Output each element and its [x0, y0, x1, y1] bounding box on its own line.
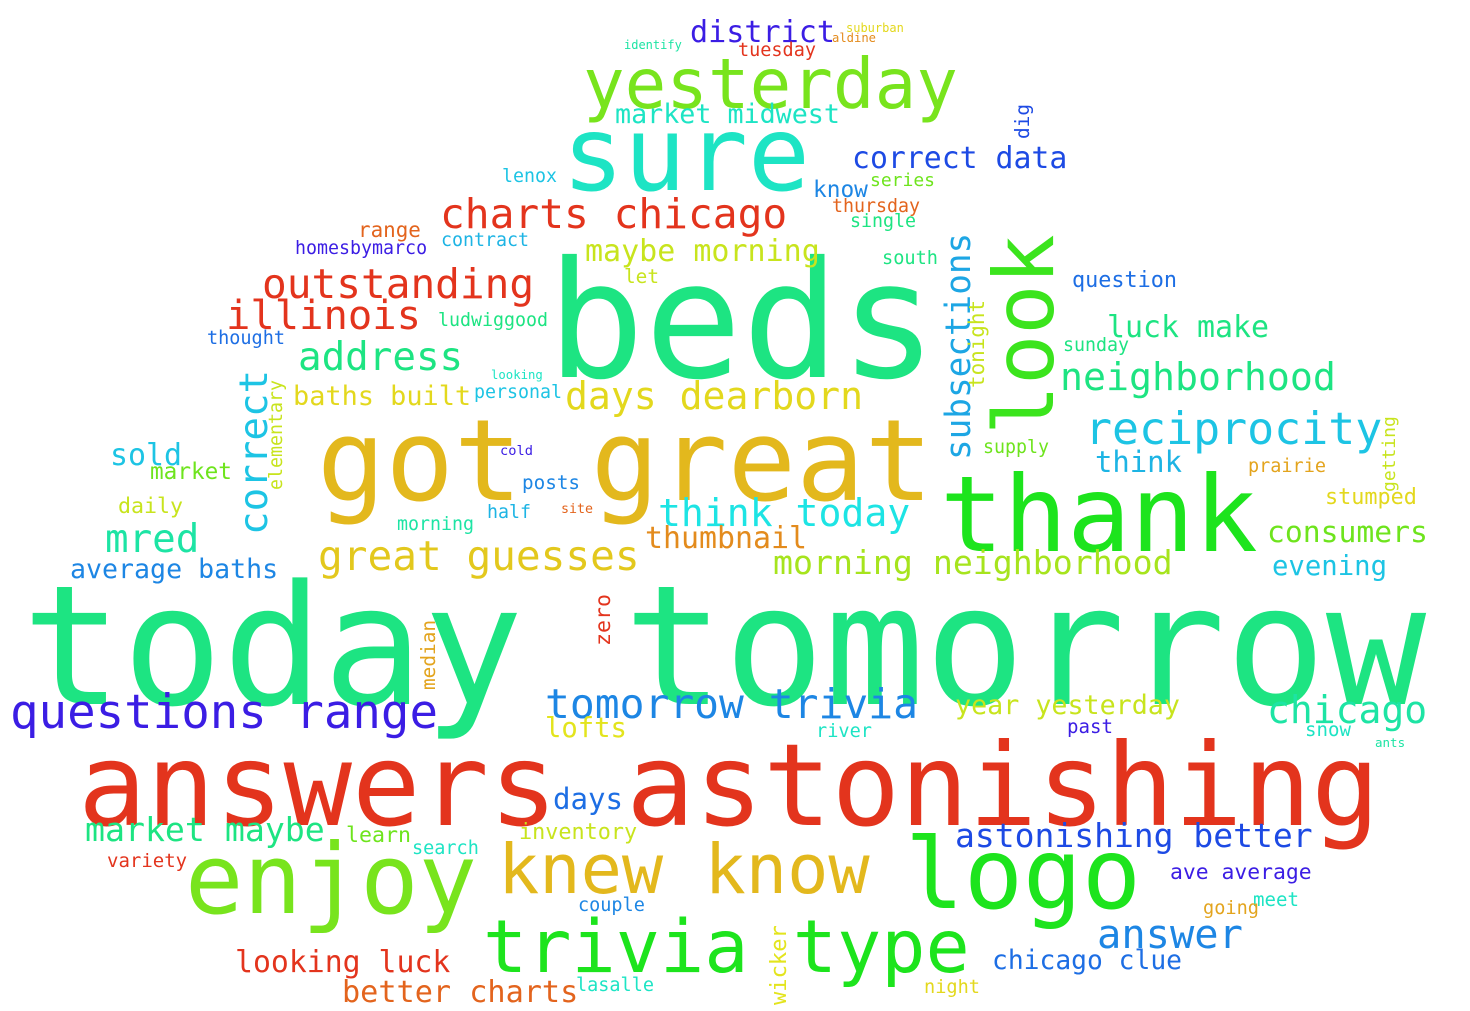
word-illinois: illinois — [226, 291, 422, 339]
word-tomorrow-trivia: tomorrow trivia — [545, 680, 918, 728]
word-past: past — [1067, 715, 1113, 738]
word-let: let — [624, 265, 660, 288]
word-morning-neighborhood: morning neighborhood — [773, 543, 1173, 582]
word-couple: couple — [578, 895, 645, 916]
word-questions-range: questions range — [10, 685, 438, 740]
word-ludwiggood: ludwiggood — [438, 310, 549, 331]
word-maybe-morning: maybe morning — [585, 234, 820, 269]
word-year-yesterday: year yesterday — [955, 690, 1180, 721]
word-homesbymarco: homesbymarco — [295, 238, 428, 259]
word-stumped: stumped — [1325, 485, 1417, 510]
word-contract: contract — [441, 230, 530, 251]
word-charts-chicago: charts chicago — [440, 190, 788, 238]
word-supply: supply — [983, 437, 1050, 458]
word-snow: snow — [1305, 718, 1351, 741]
word-inventory: inventory — [519, 820, 638, 845]
word-got-great: got great — [317, 394, 934, 527]
word-beds: beds — [547, 228, 938, 416]
word-correct-data: correct data — [852, 141, 1068, 176]
word-sold: sold — [110, 438, 182, 473]
word-south: south — [882, 248, 938, 269]
word-district: district — [690, 15, 835, 50]
word-suburban: suburban — [846, 21, 904, 35]
word-search: search — [412, 838, 479, 859]
word-single: single — [850, 211, 917, 232]
word-going: going — [1203, 898, 1259, 919]
word-median: median — [417, 619, 440, 690]
word-site: site — [561, 502, 594, 517]
word-dig: dig — [1011, 103, 1034, 139]
word-thought: thought — [207, 328, 285, 349]
word-looking-luck: looking luck — [235, 945, 451, 980]
word-yesterday: yesterday — [583, 45, 958, 125]
word-sure: sure — [562, 95, 811, 215]
word-series: series — [870, 170, 936, 191]
word-market-midwest: market midwest — [615, 99, 840, 130]
word-range: range — [358, 218, 421, 242]
word-elementary: elementary — [266, 379, 287, 490]
word-luck-make: luck make — [1107, 310, 1269, 345]
word-tuesday: tuesday — [738, 40, 816, 61]
word-thumbnail: thumbnail — [645, 521, 807, 556]
word-thursday: thursday — [832, 196, 921, 217]
word-daily: daily — [118, 494, 184, 519]
word-baths-built: baths built — [293, 381, 472, 412]
word-getting: getting — [1379, 416, 1400, 492]
word-sunday: sunday — [1063, 335, 1130, 356]
word-tonight: tonight — [965, 299, 989, 388]
word-address: address — [298, 335, 464, 380]
word-market: market — [150, 459, 232, 485]
word-learn: learn — [346, 823, 412, 848]
word-answers-astonishing: answers astonishing — [78, 719, 1380, 852]
word-logo: logo — [905, 818, 1142, 932]
word-neighborhood: neighborhood — [1060, 356, 1336, 400]
word-chicago-clue: chicago clue — [992, 946, 1182, 976]
word-prairie: prairie — [1248, 456, 1326, 477]
word-aldine: aldine — [832, 31, 877, 45]
word-today-tomorrow: today tomorrow — [22, 550, 1427, 744]
word-half: half — [487, 502, 532, 523]
word-think-today: think today — [658, 491, 911, 535]
word-zero: zero — [591, 593, 616, 646]
word-astonishing-better: astonishing better — [955, 816, 1313, 855]
word-river: river — [816, 721, 872, 742]
word-look: look — [976, 234, 1073, 435]
word-average-baths: average baths — [70, 554, 279, 585]
word-great-guesses: great guesses — [318, 532, 640, 580]
word-think: think — [1095, 445, 1182, 479]
word-night: night — [924, 977, 980, 998]
word-variety: variety — [107, 850, 188, 872]
word-lenox: lenox — [502, 166, 558, 187]
word-identify: identify — [624, 38, 682, 52]
word-trivia-type: trivia type — [483, 905, 970, 990]
word-wicker: wicker — [766, 925, 792, 1005]
word-outstanding: outstanding — [262, 260, 535, 308]
word-days: days — [553, 782, 624, 816]
word-cold: cold — [500, 443, 533, 459]
word-reciprocity: reciprocity — [1085, 402, 1383, 455]
word-posts: posts — [522, 471, 581, 494]
word-answer: answer — [1097, 910, 1243, 958]
word-thank: thank — [940, 453, 1258, 576]
word-looking: looking — [491, 368, 543, 382]
word-better-charts: better charts — [342, 975, 579, 1010]
word-morning: morning — [397, 514, 475, 535]
word-meet: meet — [1253, 888, 1299, 911]
word-ave-average: ave average — [1170, 860, 1312, 885]
word-lofts: lofts — [545, 713, 627, 744]
word-ants: ants — [1375, 735, 1406, 750]
word-market-maybe: market maybe — [85, 810, 325, 849]
word-personal: personal — [474, 382, 563, 403]
word-consumers: consumers — [1267, 515, 1428, 550]
word-question: question — [1072, 268, 1177, 293]
word-evening: evening — [1272, 551, 1388, 582]
word-knew-know: knew know — [498, 830, 870, 910]
word-mred: mred — [105, 517, 200, 562]
word-know: know — [813, 177, 868, 203]
word-chicago: chicago — [1267, 688, 1428, 732]
word-lasalle: lasalle — [576, 975, 654, 996]
word-days-dearborn: days dearborn — [565, 374, 864, 418]
word-enjoy: enjoy — [185, 823, 477, 936]
